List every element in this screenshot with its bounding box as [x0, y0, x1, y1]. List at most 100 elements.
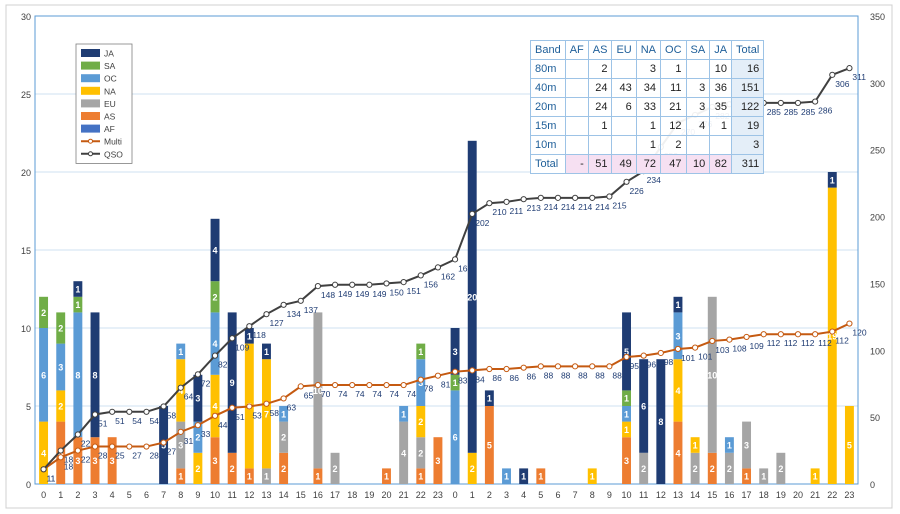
line-value-label: 149	[355, 289, 369, 299]
point-qso	[126, 408, 133, 415]
point-qso	[109, 408, 116, 415]
bar-as	[313, 468, 323, 484]
bar-na	[827, 187, 837, 484]
line-value-label: 150	[389, 287, 403, 297]
bar-ja	[519, 468, 529, 484]
line-value-label: 84	[475, 374, 485, 384]
point-multi	[640, 352, 647, 359]
table-row: 40m 24 43 34 11 3 36 151	[530, 78, 765, 98]
bar-value-label: 1	[453, 378, 458, 388]
bar-value-label: 2	[470, 464, 475, 474]
bar-value-label: 3	[213, 456, 218, 466]
point-qso	[160, 403, 167, 410]
bar-value-label: 10	[313, 386, 323, 396]
legend-marker-qso	[88, 151, 93, 157]
table-cell: 82	[709, 154, 733, 174]
table-header-cell: Band	[530, 40, 566, 60]
bar-value-label: 6	[453, 433, 458, 443]
line-value-label: 285	[784, 107, 798, 117]
table-cell	[685, 59, 711, 79]
x-tick-label: 17	[330, 490, 340, 500]
bar-oc	[279, 406, 289, 422]
bar-value-label: 1	[178, 347, 183, 357]
bar-oc	[502, 468, 511, 484]
bar-value-label: 1	[178, 472, 183, 482]
table-row: Total -51 49 72 47 10 82 311	[530, 154, 765, 174]
bar-value-label: 1	[727, 441, 732, 451]
table-cell	[709, 135, 733, 155]
table-cell	[611, 116, 637, 136]
line-value-label: 156	[424, 279, 438, 289]
bar-value-label: 2	[281, 433, 286, 443]
bar-as	[279, 452, 289, 484]
point-multi	[451, 368, 459, 375]
bar-value-label: 2	[710, 464, 715, 474]
bar-value-label: 1	[504, 472, 509, 482]
y-left-tick-label: 0	[26, 480, 31, 490]
point-multi	[674, 345, 682, 353]
bar-oc	[724, 437, 734, 453]
table-cell: 1	[635, 135, 662, 155]
point-multi	[383, 381, 390, 389]
bar-value-label: 1	[418, 347, 423, 357]
legend-label: EU	[104, 99, 116, 109]
table-cell: 72	[635, 154, 662, 174]
point-multi	[229, 404, 236, 411]
bar-value-label: 1	[761, 472, 766, 482]
legend-label: QSO	[104, 149, 123, 159]
line-value-label: 211	[510, 206, 524, 216]
bar-ja	[244, 328, 254, 344]
point-multi	[331, 381, 339, 389]
line-value-label: 72	[201, 378, 211, 388]
bar-value-label: 2	[778, 464, 783, 474]
bar-ja	[73, 281, 83, 297]
bar-value-label: 2	[195, 433, 200, 443]
table-cell: 21	[660, 97, 687, 117]
bar-value-label: 1	[401, 409, 406, 419]
table-header-cell: AS	[587, 40, 613, 60]
line-value-label: 33	[201, 429, 211, 439]
point-qso	[383, 280, 390, 287]
line-value-label: 51	[98, 418, 108, 428]
bar-value-label: 6	[641, 402, 646, 412]
table-band-cell: 15m	[530, 116, 566, 136]
x-tick-label: 23	[433, 490, 443, 500]
bar-value-label: 8	[93, 370, 98, 380]
table-cell: 35	[709, 97, 733, 117]
table-row: 80m 2 3 1 10 16	[530, 59, 765, 79]
line-value-label: 25	[115, 451, 125, 461]
line-value-label: 88	[578, 370, 588, 380]
line-value-label: 120	[852, 328, 866, 338]
line-value-label: 88	[612, 370, 622, 380]
legend-swatch-eu	[81, 99, 100, 108]
bar-sa	[56, 312, 66, 344]
point-multi	[400, 381, 407, 389]
bar-eu	[690, 452, 700, 484]
x-tick-label: 22	[827, 490, 837, 500]
bar-na	[39, 421, 49, 484]
line-value-label: 44	[218, 420, 228, 430]
bar-value-label: 3	[435, 456, 440, 466]
bar-eu	[176, 421, 186, 469]
bar-value-label: 4	[213, 339, 218, 349]
x-tick-label: 10	[622, 490, 632, 500]
line-value-label: 28	[98, 451, 108, 461]
line-value-label: 213	[527, 203, 541, 213]
bar-ja	[622, 312, 631, 391]
bar-value-label: 2	[641, 464, 646, 474]
point-qso	[263, 311, 270, 318]
x-tick-label: 2	[75, 490, 80, 500]
table-cell: 1	[587, 116, 613, 136]
line-value-label: 18	[64, 461, 74, 471]
bar-value-label: 3	[75, 456, 80, 466]
table-header-cell: JA	[709, 40, 733, 60]
table-band-cell: 40m	[530, 78, 566, 98]
table-cell	[564, 78, 589, 98]
line-value-label: 134	[287, 309, 301, 319]
y-left-tick-label: 25	[21, 90, 31, 100]
bar-eu	[776, 452, 786, 484]
bar-oc	[399, 406, 409, 422]
x-tick-label: 15	[707, 490, 717, 500]
bar-as	[742, 468, 752, 484]
